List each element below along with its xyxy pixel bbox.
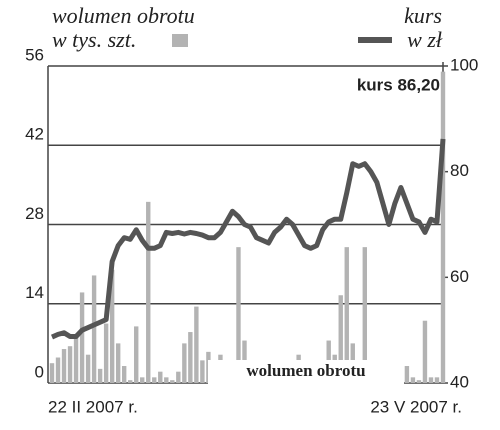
x-tick-label: 23 V 2007 r.	[370, 397, 462, 416]
y2-tick-label: 40	[450, 372, 469, 391]
bar	[410, 377, 416, 383]
bar	[97, 368, 103, 383]
x-tick-label: 22 II 2007 r.	[48, 397, 138, 416]
bar	[404, 366, 410, 383]
legend-line-unit: w zł	[407, 27, 443, 52]
bar	[158, 371, 163, 383]
bar	[85, 354, 91, 383]
y-tick-label: 0	[35, 362, 44, 381]
bar	[194, 306, 199, 383]
bar	[182, 343, 187, 383]
y2-tick-label: 60	[450, 267, 469, 286]
legend-line-name: kurs	[404, 3, 442, 28]
bar	[67, 346, 73, 383]
bar	[428, 377, 434, 383]
bar	[146, 201, 151, 383]
bar	[128, 380, 133, 383]
legend-bar-swatch	[172, 34, 188, 47]
bar	[121, 366, 127, 383]
y2-tick-label: 100	[450, 55, 478, 74]
bar	[115, 343, 121, 383]
bar	[140, 377, 145, 383]
bar	[416, 380, 422, 383]
legend-bar-name: wolumen obrotu	[52, 3, 195, 28]
bar	[236, 247, 241, 383]
bar	[73, 337, 79, 383]
bar	[109, 269, 115, 383]
y-tick-label: 42	[25, 125, 44, 144]
y-tick-label: 14	[25, 283, 44, 302]
annotation: wolumen obrotu	[246, 361, 365, 380]
bar	[362, 247, 367, 383]
bar	[338, 295, 343, 383]
annotation-bg	[208, 360, 404, 384]
bar	[188, 332, 193, 383]
bar	[152, 377, 157, 383]
legend-bar-unit: w tys. szt.	[52, 27, 136, 52]
bar	[49, 363, 55, 383]
bar	[164, 377, 169, 383]
bar	[344, 247, 349, 383]
bar	[134, 326, 139, 383]
annotation: kurs 86,20	[357, 75, 440, 94]
bar	[55, 357, 61, 383]
y-tick-label: 28	[25, 204, 44, 223]
bar	[79, 292, 85, 383]
bar	[200, 360, 205, 383]
bar	[103, 323, 109, 383]
bar	[61, 349, 67, 383]
y2-tick-label: 80	[450, 161, 469, 180]
bar	[170, 380, 175, 383]
bar	[91, 275, 97, 383]
bar	[176, 371, 181, 383]
bar	[422, 320, 428, 383]
price-line	[50, 138, 446, 340]
y-tick-label: 56	[25, 45, 44, 64]
bar	[434, 377, 440, 383]
bar	[440, 71, 446, 384]
